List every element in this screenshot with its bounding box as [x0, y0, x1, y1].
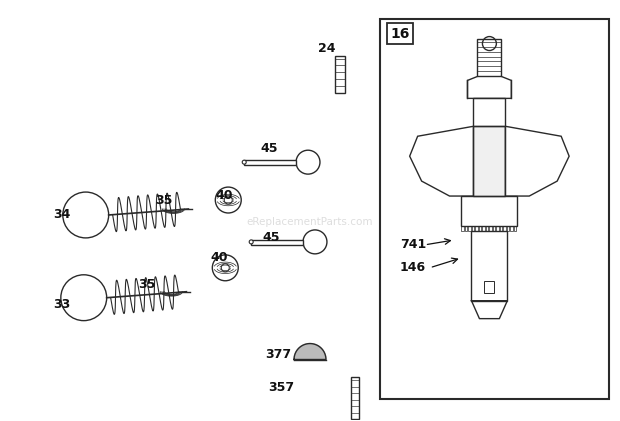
- Bar: [510, 226, 513, 231]
- Circle shape: [296, 150, 320, 174]
- Circle shape: [221, 264, 229, 272]
- Text: 40: 40: [210, 251, 228, 264]
- Text: 24: 24: [318, 42, 335, 55]
- Bar: [251, 240, 303, 245]
- Text: 16: 16: [390, 27, 409, 40]
- Bar: [500, 226, 502, 231]
- Bar: [474, 126, 505, 196]
- Bar: [351, 378, 359, 419]
- Text: 146: 146: [400, 261, 426, 274]
- Bar: [471, 231, 507, 301]
- Bar: [479, 226, 481, 231]
- Text: 45: 45: [262, 232, 280, 245]
- Text: 40: 40: [215, 189, 233, 202]
- Bar: [484, 281, 494, 293]
- Circle shape: [215, 187, 241, 213]
- Bar: [465, 226, 467, 231]
- Bar: [507, 226, 509, 231]
- Bar: [244, 160, 296, 165]
- Text: 34: 34: [53, 208, 70, 221]
- Text: 35: 35: [138, 278, 156, 291]
- Text: 357: 357: [268, 381, 294, 394]
- Circle shape: [249, 240, 253, 244]
- Bar: [486, 226, 489, 231]
- Bar: [380, 19, 609, 400]
- Text: 377: 377: [265, 348, 291, 361]
- Bar: [469, 226, 471, 231]
- Bar: [489, 226, 492, 231]
- Circle shape: [61, 275, 107, 321]
- Text: 33: 33: [53, 298, 70, 311]
- Bar: [461, 196, 517, 226]
- Bar: [477, 39, 502, 77]
- Text: 741: 741: [400, 238, 426, 251]
- Bar: [335, 56, 345, 93]
- Circle shape: [242, 160, 246, 164]
- Bar: [503, 226, 506, 231]
- Text: eReplacementParts.com: eReplacementParts.com: [247, 217, 373, 227]
- Bar: [474, 99, 505, 126]
- Bar: [497, 226, 499, 231]
- Circle shape: [224, 196, 232, 204]
- Polygon shape: [294, 344, 326, 360]
- Bar: [476, 226, 478, 231]
- Circle shape: [303, 230, 327, 254]
- Text: 35: 35: [156, 194, 173, 207]
- Bar: [482, 226, 485, 231]
- Bar: [472, 226, 474, 231]
- Circle shape: [212, 255, 238, 281]
- Bar: [514, 226, 516, 231]
- Text: 45: 45: [260, 142, 278, 155]
- Bar: [461, 226, 464, 231]
- Bar: [493, 226, 495, 231]
- Circle shape: [63, 192, 108, 238]
